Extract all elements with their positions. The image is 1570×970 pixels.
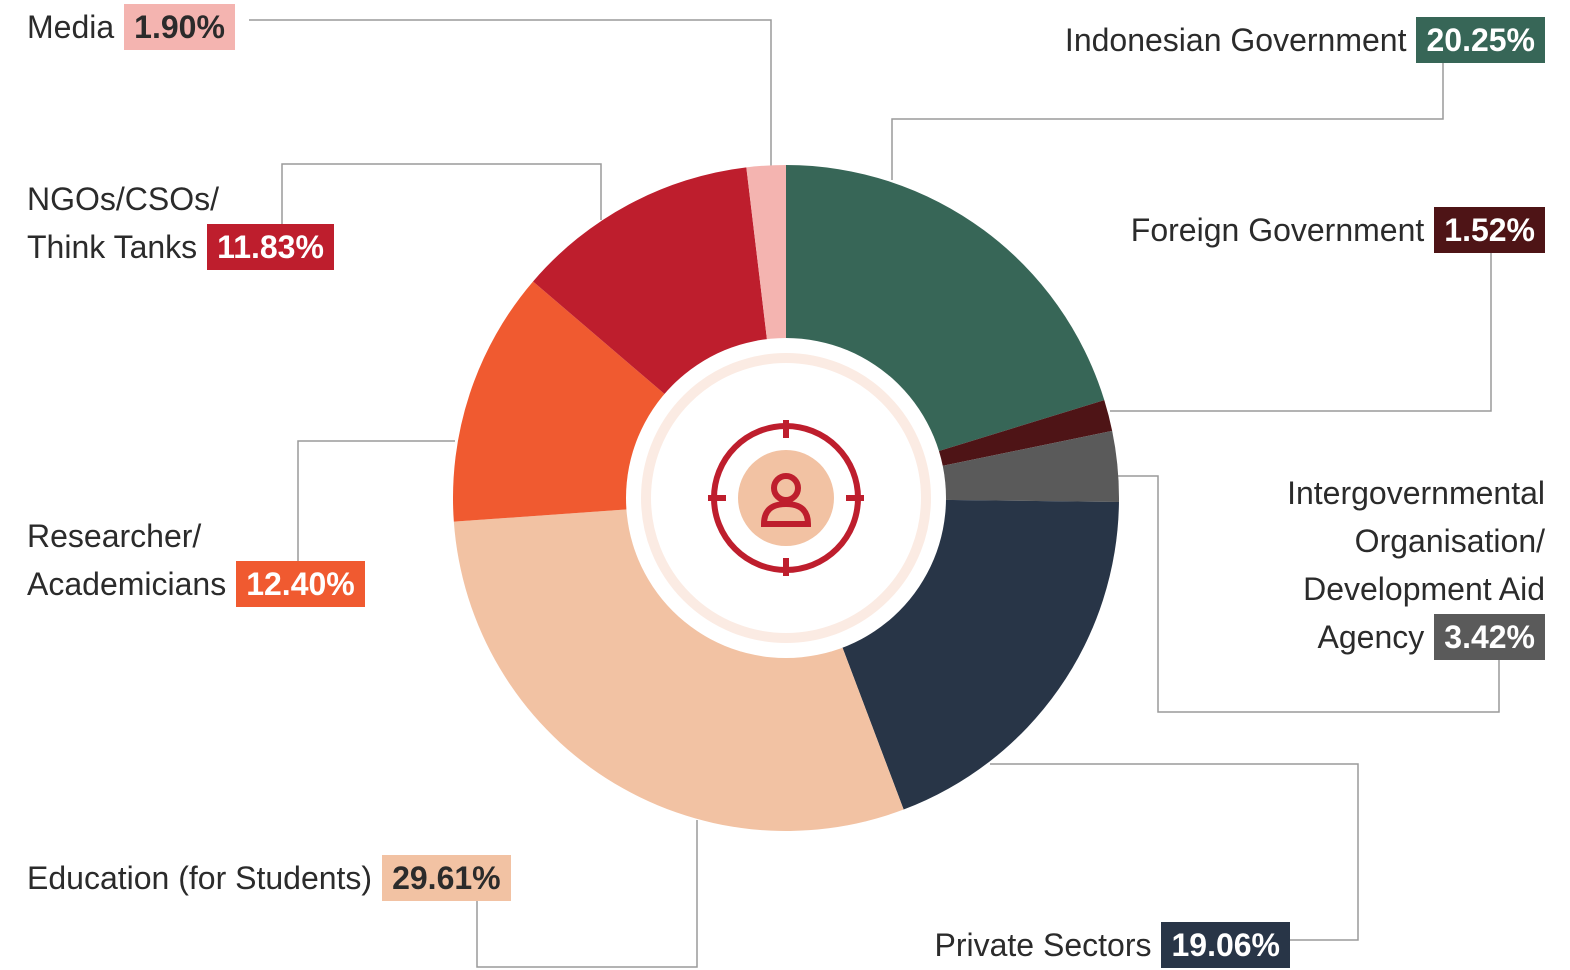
leader-line [990,763,1359,941]
category-label: Education (for Students) [27,860,373,896]
leader-line [1110,252,1492,412]
category-label: Media [27,9,115,45]
slice-label: NGOs/CSOs/ Think Tanks 11.83% [27,175,334,271]
slice-label: Intergovernmental Organisation/ Developm… [1287,469,1545,661]
value-label: 3.42% [1434,614,1545,660]
category-label: Foreign Government [1130,212,1425,248]
leader-lines [249,19,1500,968]
center-icon [708,420,864,576]
value-label: 12.40% [236,561,365,607]
category-label: Intergovernmental Organisation/ Developm… [1287,475,1545,655]
slice-label: Media 1.90% [27,3,235,51]
slice-label: Indonesian Government 20.25% [1065,16,1545,64]
leader-line [891,62,1444,180]
value-label: 11.83% [207,224,334,270]
category-label: NGOs/CSOs/ Think Tanks [27,181,220,265]
slice-label: Researcher/ Academicians 12.40% [27,512,365,608]
leader-line [476,820,698,968]
slice-label: Private Sectors 19.06% [934,921,1290,969]
value-label: 1.90% [124,4,235,50]
value-label: 20.25% [1416,17,1545,63]
category-label: Private Sectors [934,927,1152,963]
category-label: Indonesian Government [1064,22,1407,58]
value-label: 19.06% [1161,922,1290,968]
leader-line [249,19,772,168]
slice-label: Education (for Students) 29.61% [27,854,511,902]
leader-line [281,163,602,225]
slice-label: Foreign Government 1.52% [1131,206,1545,254]
category-label: Researcher/ Academicians [27,518,227,602]
value-label: 29.61% [382,855,511,901]
value-label: 1.52% [1434,207,1545,253]
center-ring [641,353,931,643]
leader-line [1118,475,1500,713]
leader-line [297,440,455,562]
